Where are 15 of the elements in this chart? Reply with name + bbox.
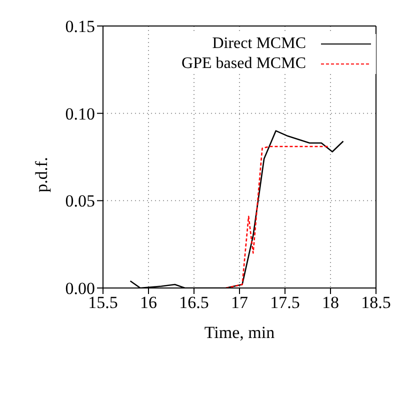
x-axis-title: Time, min: [204, 323, 276, 342]
x-tick-label: 18.5: [361, 293, 391, 312]
x-tick-label: 18: [322, 293, 339, 312]
x-tick-label: 16: [140, 293, 157, 312]
x-tick-label: 15.5: [88, 293, 118, 312]
y-tick-label: 0.15: [65, 17, 95, 36]
line-series: [225, 146, 330, 288]
y-tick-label: 0.05: [65, 192, 95, 211]
x-tick-label: 16.5: [179, 293, 209, 312]
x-tick-label: 17: [231, 293, 248, 312]
y-axis-title: p.d.f.: [32, 157, 52, 192]
legend-label: GPE based MCMC: [182, 55, 306, 73]
y-tick-label: 0.10: [65, 104, 95, 124]
x-tick-label: 17.5: [270, 293, 300, 312]
legend-label: Direct MCMC: [212, 35, 306, 53]
